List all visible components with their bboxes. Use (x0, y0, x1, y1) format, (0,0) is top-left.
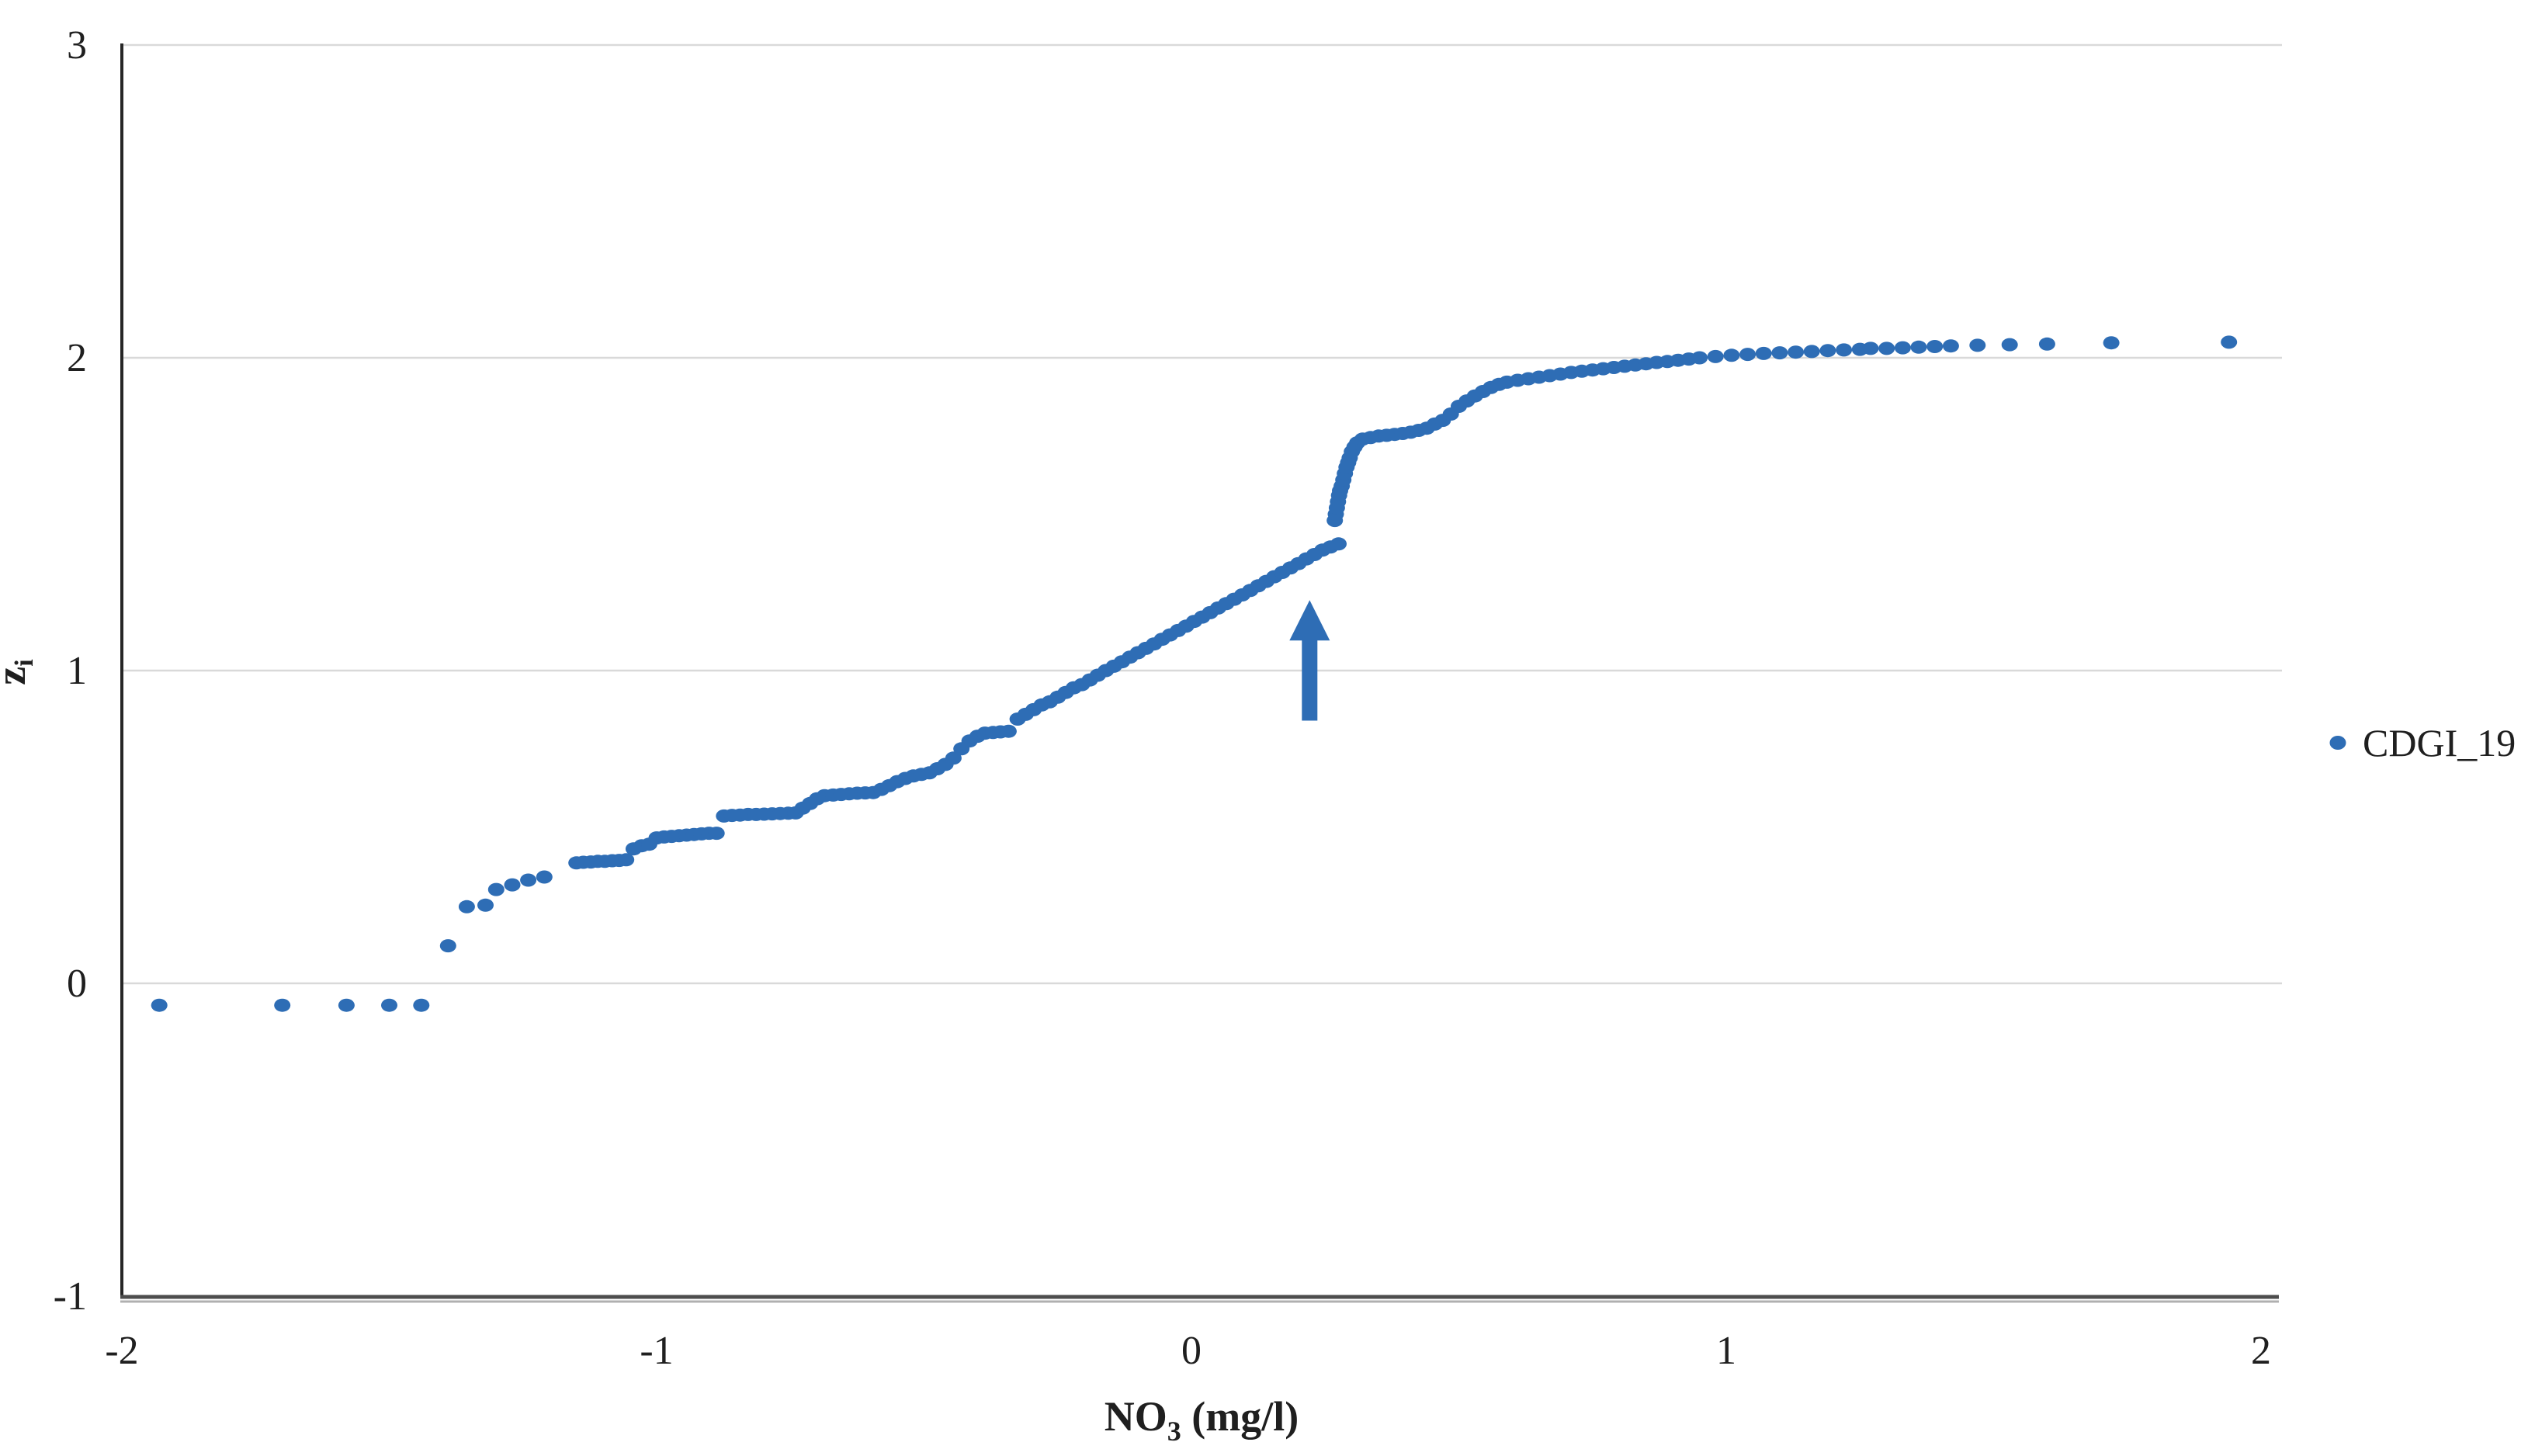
y-tick-label--1: -1 (54, 1274, 87, 1319)
data-point (1803, 345, 1820, 359)
y-axis-title: zi (0, 659, 39, 685)
data-point (1771, 346, 1788, 360)
data-point (1942, 339, 1959, 353)
data-point (1723, 348, 1740, 362)
data-point (1862, 341, 1879, 355)
x-tick-label-2: 2 (2251, 1329, 2271, 1373)
data-point (1836, 343, 1853, 357)
y-tick-label-3: 3 (67, 23, 87, 68)
data-point (338, 998, 355, 1012)
data-point (274, 998, 291, 1012)
y-tick-label-2: 2 (67, 336, 87, 380)
data-point (618, 853, 635, 867)
arrow-up-icon (1289, 600, 1330, 721)
data-point (477, 898, 494, 912)
jump-annotation-arrow (1289, 600, 1330, 721)
data-point (1926, 340, 1944, 353)
data-point (1739, 348, 1756, 362)
x-tick-label--1: -1 (640, 1329, 673, 1373)
data-point (439, 939, 456, 953)
data-point (1691, 351, 1708, 365)
data-series-cdgi19 (151, 335, 2238, 1012)
y-tick-label-1: 1 (67, 649, 87, 693)
data-point (487, 882, 505, 896)
data-point (2221, 335, 2238, 349)
x-axis-tick-labels: -2 -1 0 1 2 (105, 1329, 2271, 1373)
data-point (1894, 341, 1911, 355)
data-point (1755, 346, 1772, 360)
data-point (1788, 345, 1805, 359)
data-point (536, 870, 553, 884)
data-point (413, 998, 430, 1012)
data-point (1707, 349, 1724, 363)
x-tick-label-0: 0 (1181, 1329, 1202, 1373)
data-point (520, 873, 537, 887)
data-point (2038, 337, 2055, 351)
x-tick-label-1: 1 (1716, 1329, 1736, 1373)
data-point (1969, 338, 1986, 352)
legend-marker-icon (2329, 736, 2346, 750)
data-point (381, 998, 397, 1012)
data-point (151, 998, 168, 1012)
y-axis-tick-labels: -1 0 1 2 3 (54, 23, 87, 1319)
data-point (2001, 338, 2018, 352)
legend: CDGI_19 (2329, 721, 2516, 764)
data-point (1878, 341, 1895, 355)
horizontal-gridlines (122, 43, 2282, 985)
data-point (2103, 336, 2120, 350)
data-point (458, 900, 475, 913)
data-point (1330, 537, 1347, 551)
x-axis-title: NO3 (mg/l) (1105, 1393, 1299, 1447)
data-point (708, 827, 725, 841)
x-tick-label--2: -2 (105, 1329, 138, 1373)
data-point (1819, 344, 1836, 358)
y-tick-label-0: 0 (67, 962, 87, 1006)
data-point (945, 751, 962, 765)
data-point (504, 878, 521, 892)
data-point (1910, 340, 1927, 354)
legend-label: CDGI_19 (2363, 721, 2516, 764)
data-point (1000, 724, 1017, 738)
